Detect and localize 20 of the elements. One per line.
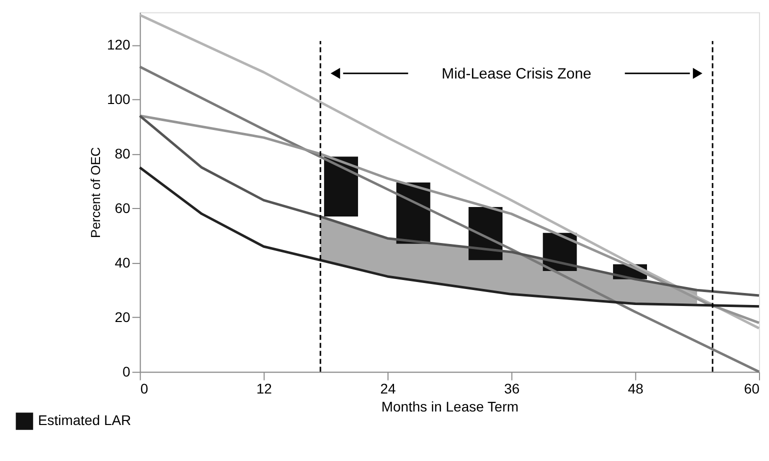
y-tick-label: 20	[114, 308, 131, 325]
y-tick-label: 120	[107, 36, 131, 52]
x-axis-title: Months in Lease Term	[381, 398, 518, 414]
x-tick-label: 48	[628, 380, 644, 396]
line-series	[138, 14, 760, 330]
x-tick-label: 60	[744, 380, 760, 396]
legend-label: Estimated LAR	[38, 412, 132, 428]
x-tick-label: 24	[380, 380, 396, 396]
y-tick-label: 100	[107, 90, 131, 107]
annotation: Mid-Lease Crisis Zone	[442, 65, 592, 82]
y-tick-label: 40	[114, 254, 131, 270]
x-tick-label: 0	[140, 380, 148, 396]
y-axis-title: Percent of OEC	[88, 147, 104, 238]
y-tick-label: 0	[122, 363, 131, 380]
y-tick-label: 80	[114, 145, 131, 162]
line-series	[138, 166, 760, 308]
bar	[324, 156, 358, 217]
x-tick-label: 12	[256, 380, 272, 396]
y-tick-label: 60	[114, 200, 131, 216]
x-tick-label: 36	[504, 380, 520, 396]
